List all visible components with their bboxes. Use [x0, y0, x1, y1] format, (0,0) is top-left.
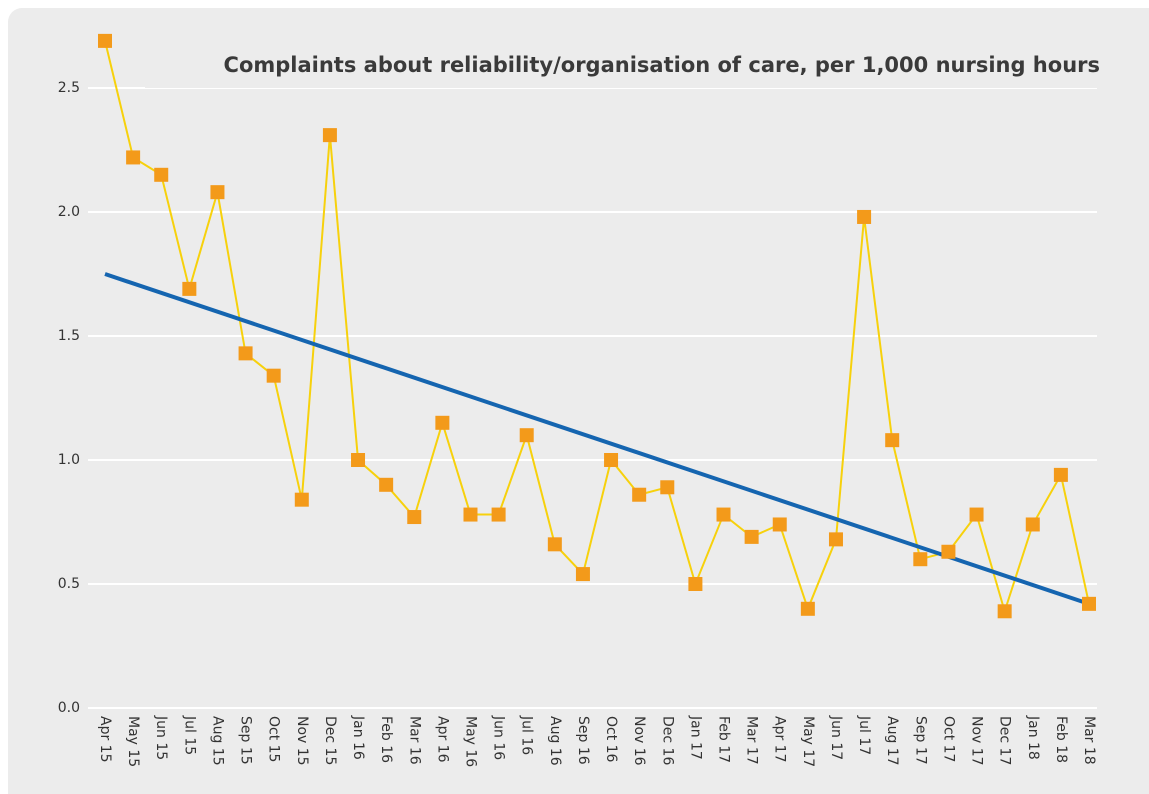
- marker: [800, 601, 815, 616]
- marker: [1025, 517, 1040, 532]
- marker: [941, 544, 956, 559]
- marker: [491, 507, 506, 522]
- x-tick-label: Mar 17: [744, 716, 760, 765]
- y-tick-label: 0.5: [58, 576, 80, 592]
- y-tick-label: 2.0: [58, 204, 80, 220]
- marker: [744, 529, 759, 544]
- y-tick-label: 1.0: [58, 452, 80, 468]
- x-tick-label: Jun 15: [153, 715, 169, 760]
- marker: [435, 415, 450, 430]
- marker: [182, 281, 197, 296]
- x-tick-label: Nov 17: [969, 716, 985, 766]
- x-tick-label: Jan 17: [687, 715, 703, 760]
- marker: [997, 604, 1012, 619]
- marker: [547, 537, 562, 552]
- chart-title: Complaints about reliability/organisatio…: [224, 53, 1100, 77]
- marker: [322, 128, 337, 143]
- marker: [294, 492, 309, 507]
- x-tick-label: May 17: [800, 716, 816, 767]
- y-tick-label: 0.0: [58, 700, 80, 716]
- marker: [463, 507, 478, 522]
- marker: [519, 428, 534, 443]
- y-tick-label: 1.5: [58, 328, 80, 344]
- marker: [266, 368, 281, 383]
- marker: [828, 532, 843, 547]
- marker: [1082, 596, 1096, 611]
- marker: [238, 346, 253, 361]
- x-tick-label: Jan 18: [1025, 715, 1041, 760]
- x-tick-label: Feb 16: [378, 716, 394, 763]
- marker: [632, 487, 647, 502]
- marker: [126, 150, 141, 165]
- marker: [210, 185, 225, 200]
- marker: [604, 453, 619, 467]
- x-tick-label: Sep 15: [238, 716, 254, 765]
- marker: [1053, 467, 1068, 482]
- x-tick-label: Aug 17: [884, 716, 900, 766]
- x-tick-label: Oct 15: [266, 716, 282, 762]
- x-tick-label: Aug 15: [209, 716, 225, 766]
- x-tick-label: Aug 16: [547, 716, 563, 766]
- marker: [913, 552, 928, 567]
- marker: [154, 167, 169, 182]
- x-tick-label: Sep 16: [575, 716, 591, 765]
- x-tick-label: May 15: [125, 716, 141, 767]
- marker: [969, 507, 984, 522]
- y-tick-label: 2.5: [58, 80, 80, 96]
- marker: [379, 477, 394, 492]
- x-tick-label: Jun 16: [491, 715, 507, 760]
- x-tick-label: Dec 15: [322, 716, 338, 765]
- x-tick-label: Dec 17: [997, 716, 1013, 765]
- x-tick-label: Jun 17: [828, 715, 844, 760]
- marker: [660, 480, 675, 495]
- x-tick-label: May 16: [462, 716, 478, 767]
- x-tick-label: Dec 16: [659, 716, 675, 765]
- x-tick-label: Sep 17: [912, 716, 928, 765]
- marker: [575, 567, 590, 582]
- title-background: [145, 44, 1105, 88]
- x-tick-label: Nov 16: [631, 716, 647, 766]
- x-tick-label: Jul 17: [856, 715, 872, 755]
- x-tick-label: Apr 15: [97, 716, 113, 762]
- marker: [857, 209, 872, 224]
- x-tick-label: Feb 18: [1053, 716, 1069, 763]
- x-tick-label: Mar 16: [406, 716, 422, 765]
- trend-line: [104, 272, 1090, 606]
- marker: [716, 507, 731, 522]
- marker: [688, 577, 703, 591]
- marker: [885, 433, 900, 448]
- x-tick-label: Mar 18: [1081, 716, 1097, 765]
- x-tick-label: Feb 17: [716, 716, 732, 763]
- x-tick-label: Jan 16: [350, 715, 366, 760]
- marker: [351, 453, 366, 467]
- chart-background: [8, 8, 1149, 794]
- x-tick-label: Oct 16: [603, 716, 619, 763]
- x-tick-label: Nov 15: [294, 716, 310, 766]
- x-tick-label: Oct 17: [940, 716, 956, 762]
- marker: [772, 517, 787, 532]
- marker: [407, 510, 422, 525]
- marker: [98, 33, 112, 48]
- x-tick-label: Jul 16: [519, 715, 535, 755]
- x-tick-label: Jul 15: [181, 715, 197, 755]
- x-tick-label: Apr 17: [772, 716, 788, 762]
- x-tick-label: Apr 16: [434, 716, 450, 763]
